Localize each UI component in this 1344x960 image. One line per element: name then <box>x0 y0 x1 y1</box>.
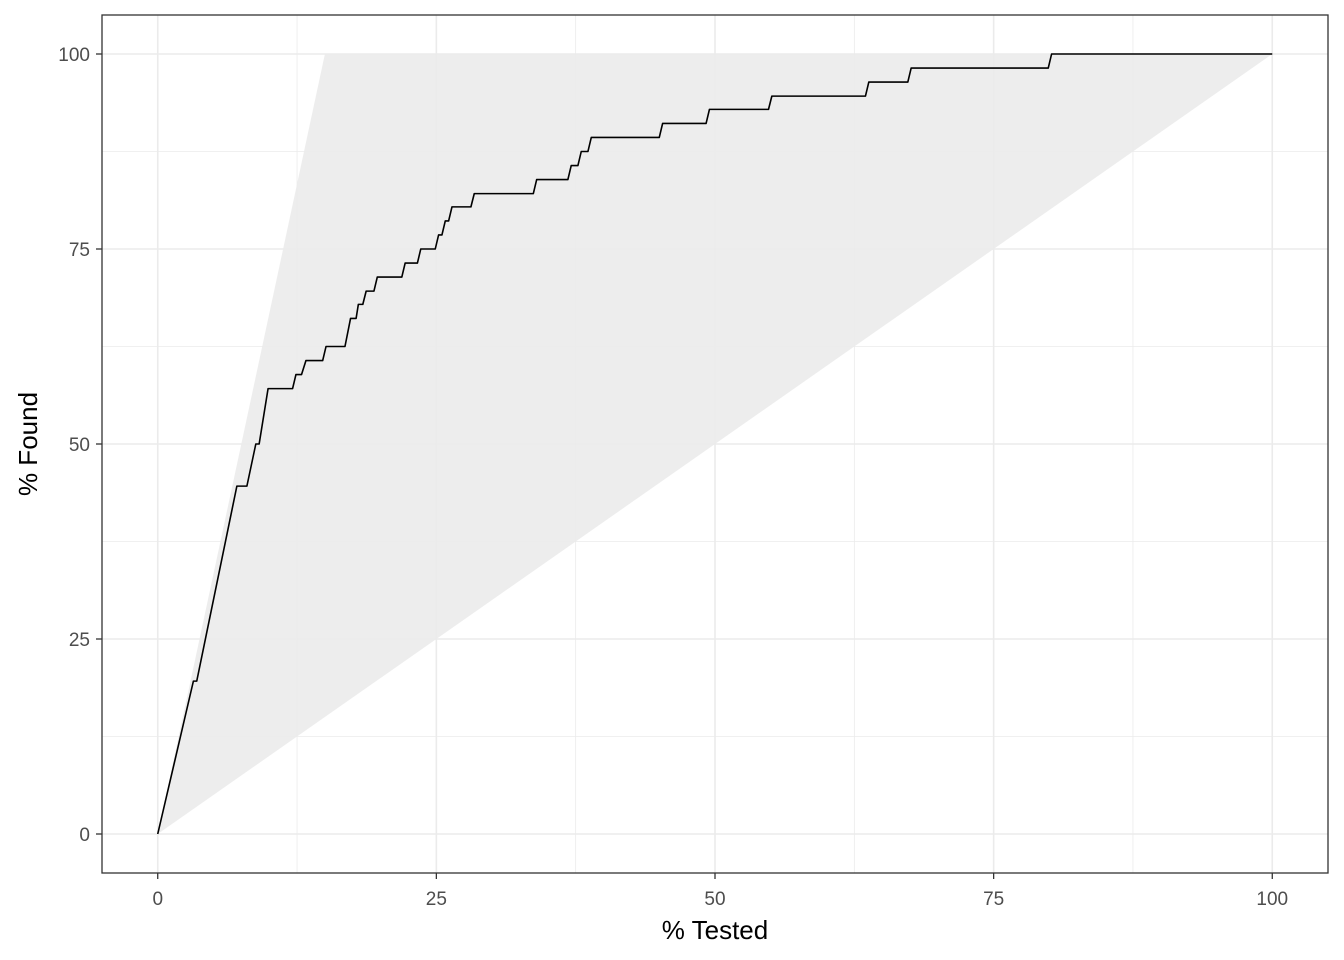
series-layer <box>156 53 1273 835</box>
y-axis-title: % Found <box>13 392 43 496</box>
y-tick-label-4: 100 <box>58 45 90 66</box>
y-tick-label-2: 50 <box>69 435 90 456</box>
x-tick-label-3: 75 <box>983 889 1004 910</box>
band-layer <box>157 54 1273 834</box>
x-tick-label-1: 25 <box>426 889 447 910</box>
x-tick-label-2: 50 <box>704 889 725 910</box>
y-tick-label-3: 75 <box>69 240 90 261</box>
y-axis: 0 25 50 75 100 <box>58 45 102 846</box>
x-tick-label-0: 0 <box>152 889 163 910</box>
y-tick-label-0: 0 <box>79 825 90 846</box>
series-line-0 <box>156 53 1273 835</box>
x-axis-title: % Tested <box>662 915 768 945</box>
x-axis: 0 25 50 75 100 <box>152 873 1288 910</box>
benchmark-band <box>157 54 1273 834</box>
x-tick-label-4: 100 <box>1256 889 1288 910</box>
y-tick-label-1: 25 <box>69 630 90 651</box>
